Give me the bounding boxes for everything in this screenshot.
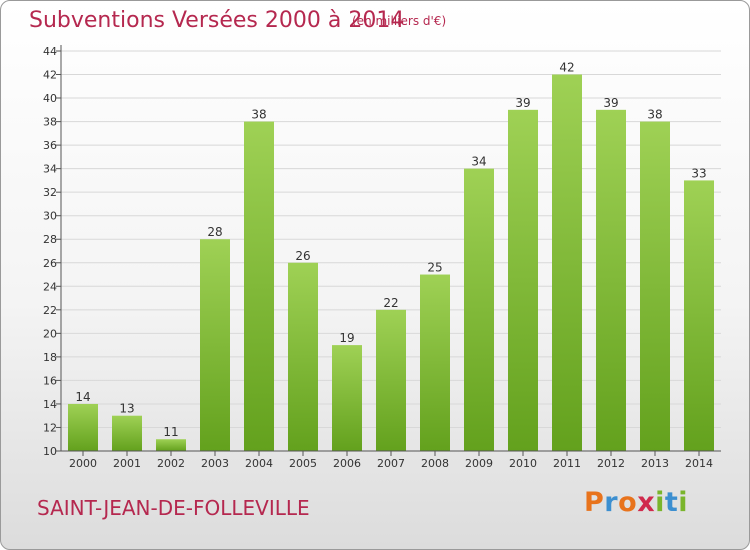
y-tick-label: 22 [43, 304, 57, 317]
bar-value-label: 14 [75, 390, 90, 404]
bar [508, 109, 538, 451]
bar [68, 403, 98, 451]
logo-letter: r [604, 487, 619, 518]
y-tick-label: 20 [43, 327, 57, 340]
bar-value-label: 11 [163, 425, 178, 439]
bars [68, 74, 714, 452]
bar-value-label: 33 [691, 166, 706, 180]
bar-value-label: 22 [383, 296, 398, 310]
y-tick-label: 30 [43, 210, 57, 223]
y-tick-label: 28 [43, 233, 57, 246]
x-tick-label: 2014 [685, 457, 713, 470]
x-tick-label: 2011 [553, 457, 581, 470]
logo-letter: i [655, 487, 665, 518]
y-tick-label: 18 [43, 351, 57, 364]
x-tick-label: 2001 [113, 457, 141, 470]
bar [156, 439, 186, 451]
x-tick-label: 2008 [421, 457, 449, 470]
bar-value-label: 34 [471, 155, 486, 169]
y-tick-label: 32 [43, 186, 57, 199]
logo-letter: i [678, 487, 689, 518]
logo-letter: x [637, 487, 656, 518]
y-tick-label: 10 [43, 445, 57, 458]
y-tick-label: 38 [43, 116, 57, 129]
bar-value-label: 42 [559, 61, 574, 75]
x-tick-label: 2012 [597, 457, 625, 470]
x-tick-label: 2005 [289, 457, 317, 470]
bar-value-label: 39 [515, 96, 530, 110]
bar [640, 121, 670, 452]
y-tick-label: 34 [43, 163, 57, 176]
proxiti-logo: Proxiti [584, 487, 688, 518]
y-tick-label: 26 [43, 257, 57, 270]
bar [376, 309, 406, 451]
x-tick-label: 2002 [157, 457, 185, 470]
x-tick-label: 2009 [465, 457, 493, 470]
bar-value-label: 38 [251, 108, 266, 122]
bar [552, 74, 582, 451]
logo-letter: P [584, 487, 605, 518]
bar-value-label: 39 [603, 96, 618, 110]
y-tick-label: 40 [43, 92, 57, 105]
x-tick-label: 2004 [245, 457, 273, 470]
bar-value-label: 19 [339, 331, 354, 345]
chart-title: Subventions Versées 2000 à 2014 [29, 8, 405, 33]
y-tick-label: 16 [43, 374, 57, 387]
bar [464, 168, 494, 451]
labels: 10 12 14 16 18 20 22 24 26 28 30 32 34 36 38 40 42 44 14 20… [43, 45, 713, 470]
y-tick-label: 42 [43, 69, 57, 82]
x-tick-label: 2006 [333, 457, 361, 470]
bar-value-label: 26 [295, 249, 310, 263]
logo-letter: o [618, 487, 638, 518]
bar [288, 262, 318, 451]
commune-name: SAINT-JEAN-DE-FOLLEVILLE [37, 496, 310, 520]
bar [684, 180, 714, 452]
bar-value-label: 25 [427, 261, 442, 275]
y-tick-label: 24 [43, 280, 57, 293]
axes [56, 45, 721, 456]
bar [112, 415, 142, 451]
x-tick-label: 2013 [641, 457, 669, 470]
y-tick-label: 36 [43, 139, 57, 152]
bar [420, 274, 450, 451]
x-tick-label: 2010 [509, 457, 537, 470]
y-tick-label: 14 [43, 398, 57, 411]
bar [332, 345, 362, 451]
bar [596, 109, 626, 451]
x-tick-label: 2000 [69, 457, 97, 470]
x-tick-label: 2007 [377, 457, 405, 470]
bar [200, 239, 230, 451]
bar [244, 121, 274, 452]
bar-value-label: 28 [207, 225, 222, 239]
y-tick-label: 44 [43, 45, 57, 58]
y-tick-label: 12 [43, 421, 57, 434]
bar-value-label: 13 [119, 402, 134, 416]
bar-value-label: 38 [647, 108, 662, 122]
x-tick-label: 2003 [201, 457, 229, 470]
logo-letter: t [664, 487, 679, 518]
chart-subtitle: (en milliers d'€) [352, 14, 447, 28]
